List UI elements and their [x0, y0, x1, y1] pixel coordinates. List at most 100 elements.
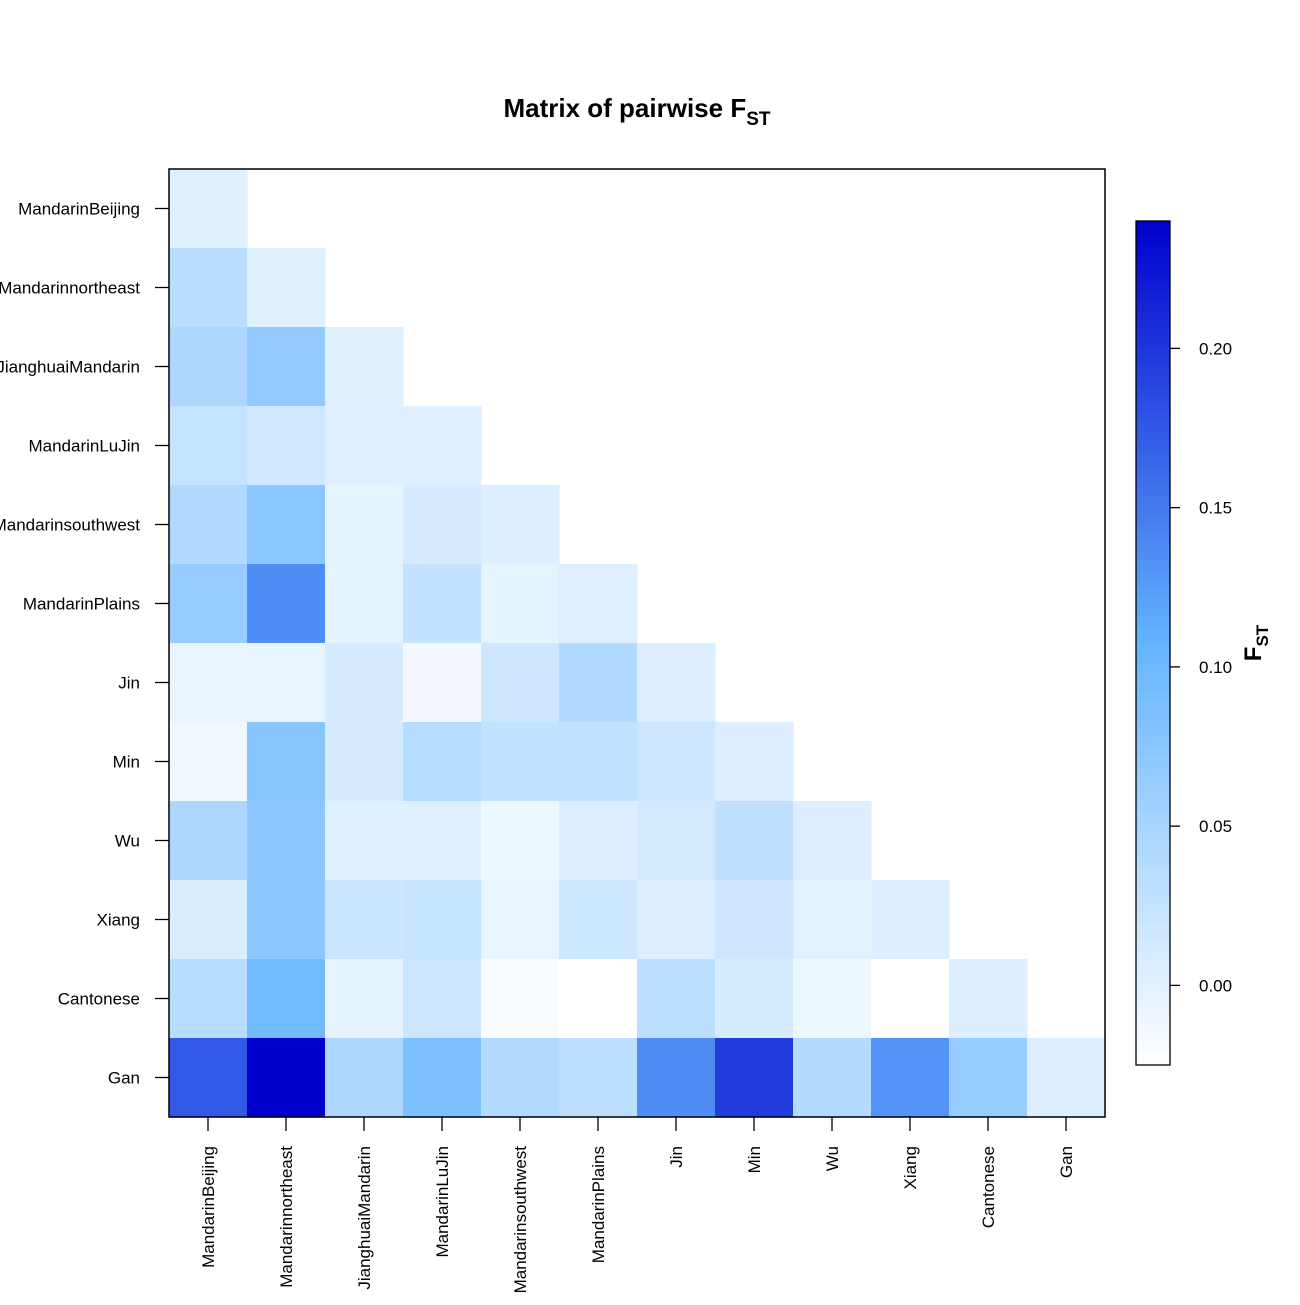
- heatmap-cell: [325, 564, 404, 644]
- heatmap-cell: [559, 1038, 638, 1118]
- heatmap-cell: [559, 880, 638, 960]
- heatmap-cell: [247, 327, 326, 407]
- colorbar-segment: [1136, 340, 1170, 349]
- heatmap-cell: [325, 485, 404, 565]
- colorbar-segment: [1136, 558, 1170, 567]
- colorbar-segment: [1136, 882, 1170, 890]
- y-tick-label: Jin: [118, 674, 140, 693]
- colorbar-segment: [1136, 1015, 1170, 1024]
- colorbar-segment: [1136, 952, 1170, 961]
- colorbar-segment: [1136, 446, 1170, 454]
- heatmap-cell: [403, 801, 482, 881]
- colorbar-segment: [1136, 671, 1170, 679]
- heatmap-cell: [871, 959, 950, 1039]
- colorbar-title: FST: [1240, 624, 1272, 661]
- heatmap-cell: [325, 1038, 404, 1118]
- heatmap-cell: [793, 801, 872, 881]
- colorbar-segment: [1136, 628, 1170, 637]
- colorbar-segment: [1136, 305, 1170, 314]
- x-tick-label: Jin: [667, 1146, 686, 1168]
- heatmap-cell: [169, 722, 248, 802]
- colorbar-segment: [1136, 439, 1170, 447]
- colorbar-segment: [1136, 298, 1170, 306]
- heatmap-cell: [637, 1038, 716, 1118]
- colorbar-segment: [1136, 249, 1170, 257]
- colorbar-segment: [1136, 326, 1170, 335]
- colorbar-segment: [1136, 417, 1170, 426]
- heatmap-cell: [949, 959, 1028, 1039]
- chart-title-main: Matrix of pairwise F: [503, 93, 746, 123]
- colorbar-segment: [1136, 839, 1170, 848]
- heatmap-cell: [481, 485, 560, 565]
- colorbar-segment: [1136, 818, 1170, 827]
- colorbar-segment: [1136, 713, 1170, 721]
- colorbar-segment: [1136, 277, 1170, 285]
- colorbar-segment: [1136, 1036, 1170, 1045]
- colorbar-segment: [1136, 551, 1170, 560]
- heatmap-cell: [559, 801, 638, 881]
- colorbar-segment: [1136, 432, 1170, 440]
- y-tick-label: Mandarinnortheast: [0, 279, 140, 298]
- colorbar-segment: [1136, 924, 1170, 932]
- heatmap-cell: [247, 248, 326, 328]
- heatmap-cell: [481, 643, 560, 723]
- colorbar-segment: [1136, 980, 1170, 989]
- colorbar-segment: [1136, 973, 1170, 982]
- heatmap-cell: [325, 406, 404, 486]
- colorbar-segment: [1136, 854, 1170, 862]
- heatmap-cell: [403, 1038, 482, 1118]
- colorbar-segment: [1136, 460, 1170, 468]
- colorbar-segment: [1136, 825, 1170, 834]
- colorbar-segment: [1136, 1022, 1170, 1031]
- colorbar-segment: [1136, 235, 1170, 243]
- heatmap-cell: [403, 564, 482, 644]
- colorbar-segment: [1136, 396, 1170, 405]
- x-tick-label: JianghuaiMandarin: [355, 1146, 374, 1290]
- heatmap-cell: [169, 248, 248, 328]
- heatmap-cell: [481, 1038, 560, 1118]
- heatmap-cell: [247, 880, 326, 960]
- colorbar-segment: [1136, 720, 1170, 728]
- heatmap-cell: [637, 959, 716, 1039]
- x-tick-label: Xiang: [901, 1146, 920, 1189]
- heatmap-cell: [559, 564, 638, 644]
- heatmap-cell: [169, 564, 248, 644]
- colorbar-tick-label: 0.10: [1199, 658, 1232, 677]
- heatmap-cell: [715, 1038, 794, 1118]
- y-tick-label: JianghuaiMandarin: [0, 358, 140, 377]
- colorbar-segment: [1136, 755, 1170, 764]
- colorbar-segment: [1136, 530, 1170, 539]
- colorbar-segment: [1136, 811, 1170, 820]
- y-tick-label: Cantonese: [58, 990, 140, 1009]
- colorbar-title-subscript: ST: [1253, 624, 1272, 646]
- colorbar-tick-label: 0.05: [1199, 817, 1232, 836]
- heatmap-cell: [559, 722, 638, 802]
- colorbar-frame: [1135, 220, 1171, 1066]
- colorbar-segment: [1136, 488, 1170, 496]
- colorbar-segment: [1136, 945, 1170, 954]
- colorbar-segment: [1136, 502, 1170, 510]
- heatmap-cell: [403, 643, 482, 723]
- colorbar-segment: [1136, 495, 1170, 503]
- heatmap-cell: [325, 959, 404, 1039]
- heatmap-cell: [637, 643, 716, 723]
- heatmap-cell: [247, 643, 326, 723]
- colorbar-segment: [1136, 228, 1170, 236]
- colorbar-segment: [1136, 769, 1170, 778]
- colorbar-segment: [1136, 875, 1170, 883]
- colorbar-segment: [1136, 664, 1170, 672]
- y-tick-label: Wu: [115, 832, 140, 851]
- colorbar-segment: [1136, 931, 1170, 939]
- colorbar-segment: [1136, 938, 1170, 947]
- heatmap-cell: [325, 880, 404, 960]
- colorbar-segment: [1136, 270, 1170, 278]
- colorbar-segment: [1136, 481, 1170, 489]
- y-tick-label: Mandarinsouthwest: [0, 516, 140, 535]
- y-tick-label: Min: [113, 753, 140, 772]
- colorbar-segment: [1136, 762, 1170, 771]
- colorbar-segment: [1136, 516, 1170, 525]
- colorbar-segment: [1136, 242, 1170, 250]
- colorbar-segment: [1136, 783, 1170, 792]
- colorbar-segment: [1136, 910, 1170, 918]
